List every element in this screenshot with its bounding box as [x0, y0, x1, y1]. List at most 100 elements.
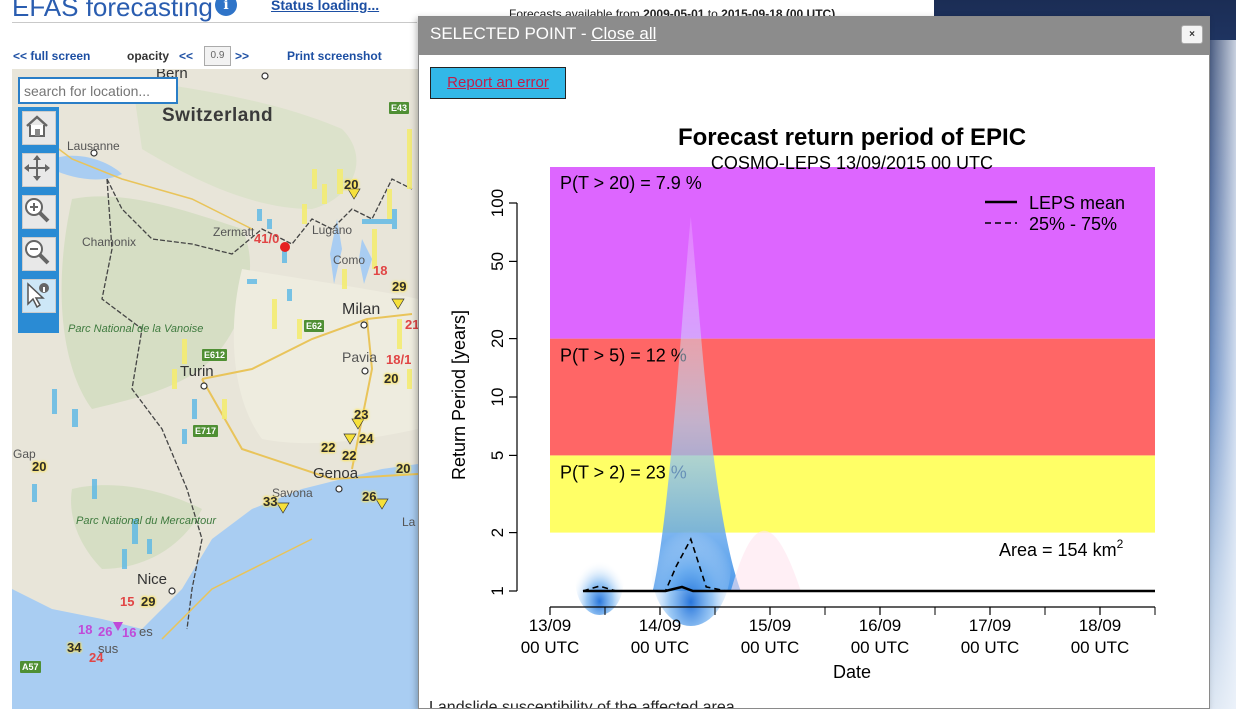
- pan-icon: [24, 155, 50, 181]
- info-icon[interactable]: i: [215, 0, 237, 16]
- forecast-marker[interactable]: 29: [141, 594, 156, 609]
- country-switzerland: Switzerland: [162, 105, 274, 126]
- probability-band: [550, 455, 1155, 533]
- forecast-marker-red[interactable]: 41/0: [254, 231, 280, 246]
- chart-axes: 1 2 5 10 20 50 100 13/09 00 UTC 14/09 00 UTC 15/09 0…: [488, 189, 1156, 657]
- x-tick-label-time: 00 UTC: [741, 638, 800, 657]
- forecast-marker[interactable]: 22: [342, 448, 357, 463]
- opacity-increase-link[interactable]: >>: [235, 49, 250, 63]
- forecast-marker[interactable]: 20: [344, 177, 359, 192]
- forecast-marker-magenta[interactable]: 18: [78, 622, 93, 637]
- chart-legend: LEPS mean 25% - 75%: [985, 193, 1125, 234]
- home-icon: [26, 115, 48, 137]
- selected-point-popup: SELECTED POINT - Close all × Report an e…: [418, 16, 1210, 709]
- x-tick-label-date: 17/09: [969, 616, 1012, 635]
- opacity-input[interactable]: 0.9: [204, 46, 231, 66]
- series-iqr-line: [582, 537, 1155, 592]
- x-tick-label-date: 13/09: [529, 616, 572, 635]
- zoom-out-icon: [25, 240, 50, 265]
- forecast-marker[interactable]: 23: [354, 407, 369, 422]
- popup-title: SELECTED POINT -: [430, 24, 592, 43]
- map-tool-panel: [18, 107, 59, 333]
- city-grasse: sus: [98, 641, 119, 656]
- area-annotation-superscript: 2: [1117, 537, 1124, 551]
- forecast-marker-magenta[interactable]: 16: [122, 625, 137, 640]
- ensemble-tail: [730, 530, 801, 591]
- forecast-marker[interactable]: 34: [67, 640, 82, 655]
- header-divider: [12, 22, 417, 23]
- city-turin: Turin: [180, 363, 214, 380]
- city-genoa: Genoa: [313, 465, 359, 482]
- park-mercantour: Parc National du Mercantour: [76, 515, 217, 527]
- ensemble-shading: [575, 216, 801, 626]
- forecast-marker[interactable]: 24: [359, 431, 374, 446]
- city-milan: Milan: [342, 301, 381, 318]
- forecast-marker-red[interactable]: 18: [373, 263, 388, 278]
- city-pavia: Pavia: [342, 349, 378, 365]
- forecast-marker[interactable]: 20: [32, 459, 47, 474]
- probability-band-label: P(T > 5) = 12 %: [560, 346, 687, 366]
- forecast-marker[interactable]: 33: [263, 494, 278, 509]
- road-badge-e43: E43: [389, 102, 410, 114]
- y-tick-label: 50: [488, 252, 507, 271]
- full-screen-link[interactable]: << full screen: [13, 49, 91, 63]
- forecast-range-to: to: [707, 7, 718, 21]
- city-nice: Nice: [137, 571, 168, 588]
- forecast-marker-magenta[interactable]: 26: [98, 624, 113, 639]
- road-badge-e612: E612: [202, 349, 228, 361]
- popup-close-button[interactable]: ×: [1181, 25, 1203, 44]
- map-view[interactable]: Bern Switzerland Lausanne Zermatt Chamon…: [12, 69, 418, 709]
- location-search-input[interactable]: [18, 77, 178, 104]
- opacity-decrease-link[interactable]: <<: [179, 49, 194, 63]
- road-badge-a57: A57: [20, 661, 41, 673]
- y-tick-label: 100: [488, 189, 507, 217]
- home-button[interactable]: [22, 111, 56, 145]
- report-error-button[interactable]: Report an error: [430, 67, 566, 99]
- close-all-link[interactable]: Close all: [591, 24, 657, 43]
- x-tick-label-date: 18/09: [1079, 616, 1122, 635]
- city-savona: Savona: [272, 486, 313, 500]
- forecast-marker-red[interactable]: 24: [89, 650, 104, 665]
- forecast-marker[interactable]: 20: [384, 371, 399, 386]
- x-tick-label-time: 00 UTC: [1071, 638, 1130, 657]
- status-text[interactable]: Status loading...: [271, 0, 380, 13]
- forecast-marker[interactable]: 29: [392, 279, 407, 294]
- map-toolbar: << full screen opacity << 0.9 >> Print s…: [12, 45, 418, 67]
- forecast-marker[interactable]: 22: [321, 440, 336, 455]
- forecast-marker[interactable]: 20: [396, 461, 411, 476]
- y-tick-label: 5: [488, 451, 507, 460]
- probability-band: [550, 167, 1155, 339]
- forecast-marker-red[interactable]: 21: [405, 317, 418, 332]
- app-title: EFAS forecasting: [12, 0, 213, 22]
- city-gap: Gap: [13, 447, 36, 461]
- area-annotation-text: Area = 154 km: [999, 540, 1117, 560]
- legend-iqr-label: 25% - 75%: [1029, 214, 1117, 234]
- park-vanoise: Parc National de la Vanoise: [68, 323, 204, 335]
- forecast-marker-red[interactable]: 15: [120, 594, 135, 609]
- x-tick-label-date: 14/09: [639, 616, 682, 635]
- city-cannes: es: [139, 624, 153, 639]
- forecast-marker[interactable]: 26: [362, 489, 377, 504]
- ensemble-small-peak: [575, 547, 624, 615]
- y-tick-label: 2: [488, 528, 507, 537]
- zoom-in-button[interactable]: [22, 195, 56, 229]
- zoom-in-icon: [25, 198, 50, 223]
- pan-button[interactable]: [22, 153, 56, 187]
- forecast-marker-red[interactable]: 18/1: [386, 352, 412, 367]
- print-screenshot-link[interactable]: Print screenshot: [287, 49, 382, 63]
- legend-mean-label: LEPS mean: [1029, 193, 1125, 213]
- zoom-out-button[interactable]: [22, 237, 56, 271]
- popup-header: SELECTED POINT - Close all: [419, 17, 1209, 55]
- x-tick-label-time: 00 UTC: [961, 638, 1020, 657]
- city-la: La: [402, 515, 416, 529]
- probability-band: [550, 338, 1155, 456]
- opacity-label: opacity: [127, 49, 170, 63]
- probability-bands: P(T > 2) = 23 % P(T > 5) = 12 % P(T > 20) …: [550, 167, 1155, 533]
- identify-button[interactable]: [22, 279, 56, 313]
- popup-footer-text: Landslide susceptibility of the affected…: [429, 699, 735, 709]
- probability-band-label: P(T > 2) = 23 %: [560, 462, 687, 482]
- x-tick-label-time: 00 UTC: [521, 638, 580, 657]
- city-lausanne: Lausanne: [67, 139, 120, 153]
- city-zermatt: Zermatt: [213, 225, 255, 239]
